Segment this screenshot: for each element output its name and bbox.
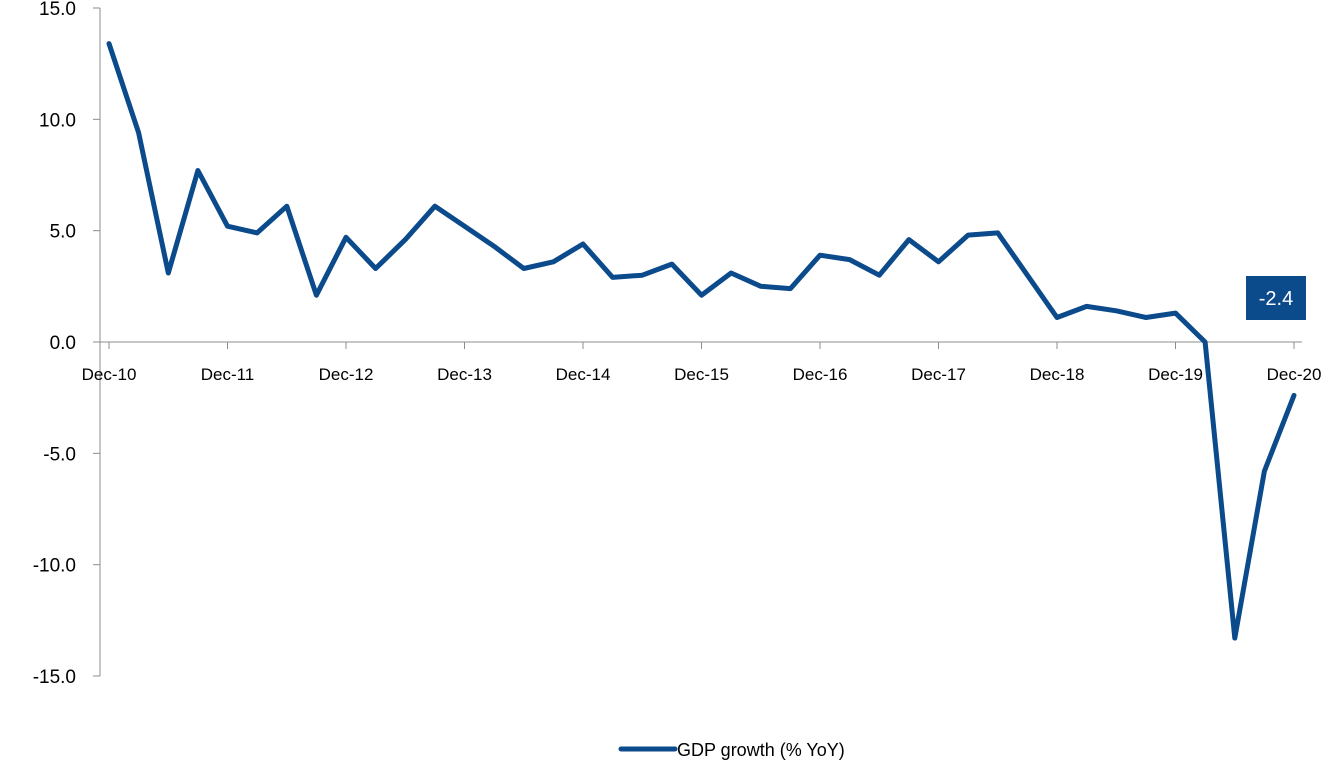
data-point	[847, 257, 852, 262]
y-axis: 15.0 10.0 5.0 0.0 -5.0 -10.0 -15.0	[33, 0, 101, 688]
y-tick-label: 15.0	[39, 0, 76, 20]
data-point	[1232, 636, 1237, 641]
data-point	[1173, 311, 1178, 316]
data-point	[432, 204, 437, 209]
data-point	[403, 237, 408, 242]
data-point	[581, 242, 586, 247]
data-point	[818, 253, 823, 258]
data-point	[344, 235, 349, 240]
data-point	[107, 41, 112, 46]
y-tick-label: -5.0	[43, 444, 76, 465]
gdp-growth-line	[106, 41, 1297, 641]
data-point	[758, 284, 763, 289]
data-labels: -2.4	[1246, 276, 1306, 320]
data-point	[788, 286, 793, 291]
data-point	[255, 230, 260, 235]
series-layer	[106, 41, 1297, 641]
y-tick-label: -10.0	[33, 556, 76, 577]
legend: GDP growth (% YoY)	[618, 740, 845, 760]
data-point	[1084, 304, 1089, 309]
data-point	[995, 230, 1000, 235]
data-point	[166, 270, 171, 275]
data-point	[521, 266, 526, 271]
data-label-text: -2.4	[1259, 288, 1293, 310]
data-point	[1055, 315, 1060, 320]
x-tick-label: Dec-20	[1267, 365, 1322, 384]
x-tick-label: Dec-12	[319, 365, 374, 384]
data-point	[966, 233, 971, 238]
data-point	[1143, 315, 1148, 320]
data-point	[195, 168, 200, 173]
data-label-box	[1246, 276, 1306, 320]
x-tick-label: Dec-17	[911, 365, 966, 384]
data-point	[729, 270, 734, 275]
legend-label: GDP growth (% YoY)	[677, 740, 845, 760]
data-point	[1203, 340, 1208, 345]
x-tick-label: Dec-18	[1030, 365, 1085, 384]
data-point	[284, 204, 289, 209]
data-point	[225, 224, 230, 229]
data-point	[1292, 393, 1297, 398]
data-point	[906, 237, 911, 242]
x-tick-label: Dec-11	[201, 365, 255, 384]
data-point	[936, 259, 941, 264]
data-point	[1025, 273, 1030, 278]
x-tick-label: Dec-19	[1148, 365, 1203, 384]
data-point	[877, 273, 882, 278]
x-tick-label: Dec-16	[793, 365, 848, 384]
y-tick-label: 10.0	[39, 110, 76, 131]
y-tick-label: 0.0	[50, 333, 76, 354]
data-point	[373, 266, 378, 271]
data-point	[699, 293, 704, 298]
data-point	[551, 259, 556, 264]
data-point	[136, 130, 141, 135]
data-label: -2.4	[1246, 276, 1306, 320]
data-point	[1262, 469, 1267, 474]
data-point	[610, 275, 615, 280]
x-tick-label: Dec-13	[437, 365, 492, 384]
data-point	[492, 244, 497, 249]
x-tick-label: Dec-15	[674, 365, 729, 384]
y-tick-label: 5.0	[50, 222, 76, 243]
data-point	[314, 293, 319, 298]
y-tick-label: -15.0	[33, 667, 76, 688]
x-tick-label: Dec-10	[82, 365, 137, 384]
data-point	[640, 273, 645, 278]
data-point	[462, 224, 467, 229]
data-point	[669, 262, 674, 267]
data-point	[1114, 308, 1119, 313]
x-tick-label: Dec-14	[556, 365, 611, 384]
x-axis: Dec-10 Dec-11 Dec-12 Dec-13 Dec-14 Dec-15 Dec-…	[82, 341, 1322, 384]
